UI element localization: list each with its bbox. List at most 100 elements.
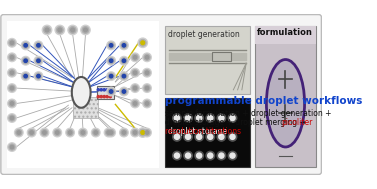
Circle shape — [141, 131, 145, 134]
Circle shape — [120, 72, 128, 80]
Circle shape — [132, 85, 138, 91]
Circle shape — [131, 99, 139, 108]
Circle shape — [120, 57, 128, 65]
Circle shape — [82, 27, 89, 33]
Circle shape — [143, 53, 151, 62]
Circle shape — [109, 74, 113, 78]
Bar — [212, 52, 231, 61]
Circle shape — [107, 128, 115, 137]
Circle shape — [208, 115, 213, 121]
Circle shape — [228, 151, 237, 160]
Circle shape — [206, 132, 215, 141]
Circle shape — [21, 57, 30, 65]
Circle shape — [138, 38, 147, 47]
FancyBboxPatch shape — [1, 15, 322, 174]
Circle shape — [8, 53, 16, 62]
Bar — [7, 21, 159, 168]
Circle shape — [79, 128, 87, 137]
Circle shape — [10, 71, 14, 74]
Circle shape — [23, 58, 29, 64]
Bar — [73, 97, 98, 118]
Circle shape — [84, 28, 87, 32]
Circle shape — [29, 129, 35, 136]
Circle shape — [145, 71, 149, 74]
Circle shape — [15, 128, 23, 137]
Circle shape — [132, 101, 138, 106]
Circle shape — [97, 95, 100, 98]
Circle shape — [42, 25, 52, 35]
Circle shape — [230, 134, 235, 139]
Circle shape — [40, 128, 49, 137]
Circle shape — [143, 99, 151, 108]
Circle shape — [94, 131, 97, 134]
Circle shape — [175, 115, 179, 121]
Circle shape — [144, 85, 150, 91]
Bar — [255, 26, 316, 44]
Circle shape — [97, 89, 100, 91]
Circle shape — [24, 44, 28, 47]
Circle shape — [121, 58, 127, 64]
Circle shape — [81, 25, 90, 35]
Circle shape — [219, 153, 224, 158]
Circle shape — [131, 53, 139, 62]
Circle shape — [8, 143, 16, 151]
Circle shape — [9, 70, 15, 76]
Circle shape — [10, 41, 14, 44]
Bar — [97, 86, 114, 99]
Circle shape — [184, 151, 192, 160]
Circle shape — [103, 95, 106, 98]
Circle shape — [10, 86, 14, 90]
Circle shape — [34, 57, 43, 65]
Circle shape — [217, 132, 226, 141]
Circle shape — [175, 153, 179, 158]
Circle shape — [100, 89, 103, 91]
Circle shape — [21, 72, 30, 80]
Circle shape — [217, 151, 226, 160]
Circle shape — [68, 131, 72, 134]
Circle shape — [81, 131, 84, 134]
Circle shape — [8, 39, 16, 47]
Circle shape — [9, 144, 15, 150]
Circle shape — [185, 115, 191, 121]
Circle shape — [8, 99, 16, 108]
Circle shape — [41, 129, 48, 136]
Circle shape — [144, 70, 150, 76]
Text: droplet storage + droplet merging →: droplet storage + droplet merging → — [165, 118, 308, 127]
Circle shape — [143, 128, 151, 137]
Circle shape — [24, 74, 28, 78]
Circle shape — [145, 56, 149, 59]
Circle shape — [121, 73, 127, 79]
Circle shape — [66, 128, 74, 137]
Circle shape — [8, 84, 16, 92]
Circle shape — [23, 73, 29, 79]
Circle shape — [9, 85, 15, 91]
Text: sample formulation + droplet generation +: sample formulation + droplet generation … — [165, 109, 331, 119]
Circle shape — [107, 131, 110, 134]
Circle shape — [23, 42, 29, 48]
Circle shape — [132, 129, 138, 136]
Circle shape — [139, 40, 146, 46]
Circle shape — [120, 87, 128, 96]
Circle shape — [133, 131, 137, 134]
Text: droplet storage: droplet storage — [167, 127, 227, 136]
Text: picoliter: picoliter — [281, 118, 313, 127]
Circle shape — [122, 74, 126, 78]
Circle shape — [53, 128, 61, 137]
Circle shape — [34, 41, 43, 50]
Circle shape — [131, 84, 139, 92]
Circle shape — [43, 131, 46, 134]
Circle shape — [92, 128, 100, 137]
Circle shape — [68, 25, 77, 35]
Circle shape — [122, 90, 126, 93]
Circle shape — [108, 129, 114, 136]
Circle shape — [133, 71, 137, 74]
Circle shape — [120, 41, 128, 50]
Circle shape — [122, 44, 126, 47]
Circle shape — [143, 84, 151, 92]
Circle shape — [195, 151, 204, 160]
Circle shape — [206, 151, 215, 160]
Circle shape — [195, 132, 204, 141]
Circle shape — [230, 115, 235, 121]
Circle shape — [9, 115, 15, 121]
Circle shape — [45, 28, 49, 32]
